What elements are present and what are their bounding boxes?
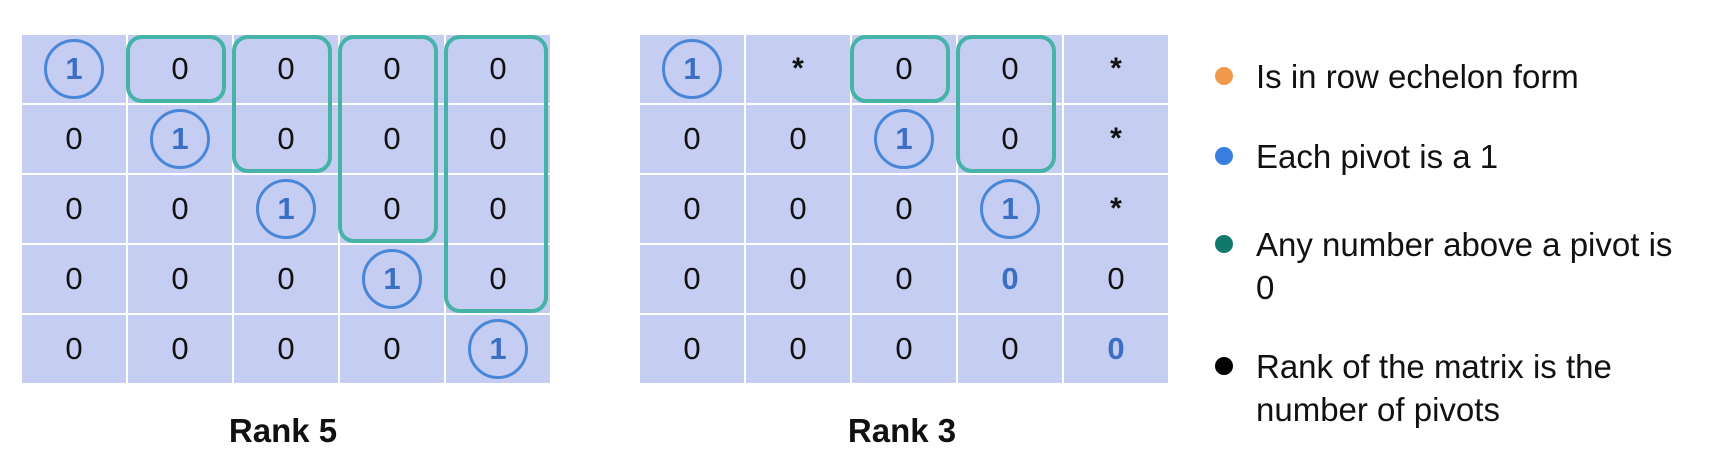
matrix-cell: 0 bbox=[446, 245, 550, 313]
legend-text: Rank of the matrix is the number of pivo… bbox=[1256, 345, 1696, 431]
matrix-cell-pivot: 1 bbox=[446, 315, 550, 383]
matrix-cell: 0 bbox=[852, 245, 956, 313]
matrix-cell: 0 bbox=[446, 175, 550, 243]
matrix-cell: 0 bbox=[340, 105, 444, 173]
matrix-cell: 0 bbox=[128, 315, 232, 383]
legend-item: Rank of the matrix is the number of pivo… bbox=[1215, 345, 1696, 431]
matrix-cell: 0 bbox=[958, 35, 1062, 103]
bullet-dot-icon bbox=[1215, 235, 1233, 253]
legend-text: Each pivot is a 1 bbox=[1256, 135, 1696, 178]
legend-text: Is in row echelon form bbox=[1256, 55, 1696, 98]
matrix-cell-pivot: 1 bbox=[852, 105, 956, 173]
matrix-cell-pivot: 1 bbox=[640, 35, 744, 103]
matrix-cell: * bbox=[1064, 35, 1168, 103]
matrix-cell: 0 bbox=[234, 245, 338, 313]
bullet-dot-icon bbox=[1215, 357, 1233, 375]
matrix-caption: Rank 3 bbox=[752, 412, 1052, 450]
matrix-cell-pivot: 1 bbox=[958, 175, 1062, 243]
legend-item: Any number above a pivot is 0 bbox=[1215, 223, 1696, 309]
matrix-rank-5: 1 0 0 0 0 0 1 0 0 0 0 0 1 0 0 0 0 0 1 0 … bbox=[22, 35, 550, 383]
matrix-cell: 0 bbox=[340, 175, 444, 243]
matrix-cell: 0 bbox=[958, 315, 1062, 383]
matrix-cell: 0 bbox=[340, 315, 444, 383]
matrix-cell: 0 bbox=[22, 245, 126, 313]
matrix-cell: 0 bbox=[22, 105, 126, 173]
legend-item: Each pivot is a 1 bbox=[1215, 135, 1696, 178]
matrix-cell: 0 bbox=[234, 105, 338, 173]
matrix-cell-pivot: 1 bbox=[22, 35, 126, 103]
matrix-cell: 0 bbox=[640, 245, 744, 313]
matrix-cell: 0 bbox=[746, 105, 850, 173]
matrix-cell: 0 bbox=[640, 175, 744, 243]
matrix-cell-highlight: 0 bbox=[1064, 315, 1168, 383]
legend-text: Any number above a pivot is 0 bbox=[1256, 223, 1696, 309]
matrix-cell: 0 bbox=[958, 105, 1062, 173]
matrix-cell: 0 bbox=[128, 35, 232, 103]
matrix-rank-3: 1 * 0 0 * 0 0 1 0 * 0 0 0 1 * 0 0 0 0 0 … bbox=[640, 35, 1168, 383]
matrix-cell-pivot: 1 bbox=[340, 245, 444, 313]
matrix-caption: Rank 5 bbox=[133, 412, 433, 450]
matrix-cell: 0 bbox=[128, 175, 232, 243]
matrix-cell: 0 bbox=[1064, 245, 1168, 313]
matrix-cell: 0 bbox=[852, 315, 956, 383]
matrix-cell-highlight: 0 bbox=[958, 245, 1062, 313]
matrix-cell: 0 bbox=[640, 315, 744, 383]
matrix-cell: * bbox=[1064, 105, 1168, 173]
bullet-dot-icon bbox=[1215, 147, 1233, 165]
matrix-cell: * bbox=[1064, 175, 1168, 243]
matrix-cell: 0 bbox=[746, 175, 850, 243]
matrix-cell: 0 bbox=[128, 245, 232, 313]
matrix-cell: 0 bbox=[746, 245, 850, 313]
matrix-cell-pivot: 1 bbox=[234, 175, 338, 243]
matrix-cell: 0 bbox=[746, 315, 850, 383]
matrix-cell: 0 bbox=[22, 315, 126, 383]
matrix-cell: 0 bbox=[22, 175, 126, 243]
matrix-cell-pivot: 1 bbox=[128, 105, 232, 173]
matrix-cell: 0 bbox=[640, 105, 744, 173]
matrix-cell: 0 bbox=[852, 175, 956, 243]
bullet-dot-icon bbox=[1215, 67, 1233, 85]
matrix-cell: 0 bbox=[234, 35, 338, 103]
matrix-cell: 0 bbox=[340, 35, 444, 103]
matrix-cell: * bbox=[746, 35, 850, 103]
matrix-cell: 0 bbox=[446, 35, 550, 103]
matrix-cell: 0 bbox=[234, 315, 338, 383]
legend-item: Is in row echelon form bbox=[1215, 55, 1696, 98]
matrix-cell: 0 bbox=[852, 35, 956, 103]
matrix-cell: 0 bbox=[446, 105, 550, 173]
